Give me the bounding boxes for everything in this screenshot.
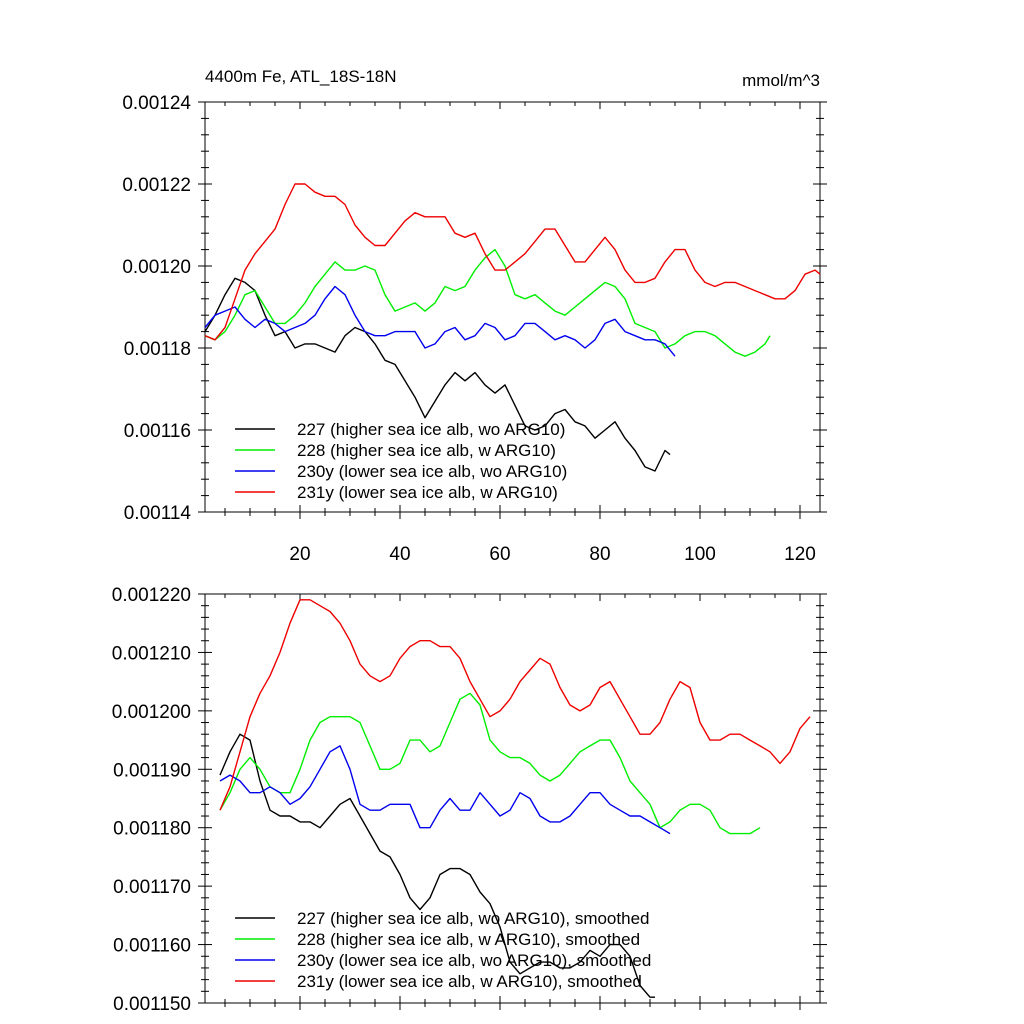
x-tick-label: 40 [389,544,410,565]
series-line-0 [204,277,671,472]
series-line-0 [219,733,655,998]
x-tick-label: 60 [489,544,510,565]
y-tick-label: 0.00122 [122,175,191,196]
legend-label: 230y (lower sea ice alb, wo ARG10), smoo… [297,951,651,970]
x-tick-label: 100 [684,544,716,565]
y-tick-label: 0.001190 [113,760,191,781]
x-tick-label: 120 [784,544,816,565]
legend-label: 230y (lower sea ice alb, wo ARG10) [297,462,567,481]
x-tick-label: 20 [289,544,310,565]
y-tick-label: 0.001220 [112,585,191,606]
top-panel: 20 40 60 80 100 120 0.00114 0.00116 0.00118 0.001… [122,93,827,565]
x-tick-label: 80 [589,544,610,565]
y-tick-label: 0.001150 [113,994,191,1015]
bottom-panel: 0.001150 0.001160 0.001170 0.001180 0.001190… [112,585,827,1015]
plot-frame [204,593,821,1004]
y-tick-label: 0.00116 [124,421,191,442]
chart-title: 4400m Fe, ATL_18S-18N [205,67,397,86]
series-line-3 [219,599,811,811]
chart-units: mmol/m^3 [742,71,820,90]
y-tick-label: 0.00124 [122,93,191,114]
series-line-2 [219,745,671,835]
legend-label: 227 (higher sea ice alb, wo ARG10), smoo… [297,909,649,928]
series-line-2 [204,285,676,357]
y-tick-label: 0.001170 [113,877,191,898]
series-line-1 [219,692,761,835]
series-line-3 [204,183,821,341]
y-tick-label: 0.00114 [124,503,192,524]
y-tick-label: 0.001210 [112,643,191,664]
legend-label: 231y (lower sea ice alb, w ARG10), smoot… [297,972,642,991]
y-tick-label: 0.001200 [112,702,191,723]
legend-label: 231y (lower sea ice alb, w ARG10) [297,483,558,502]
series-line-1 [204,248,771,357]
plot-frame [204,101,821,513]
legend-label: 228 (higher sea ice alb, w ARG10), smoot… [297,930,640,949]
y-tick-label: 0.00120 [122,257,191,278]
legend-label: 227 (higher sea ice alb, wo ARG10) [297,420,565,439]
y-tick-label: 0.00118 [124,339,191,360]
legend-label: 228 (higher sea ice alb, w ARG10) [297,441,556,460]
y-tick-label: 0.001160 [113,936,191,957]
y-tick-label: 0.001180 [113,819,191,840]
